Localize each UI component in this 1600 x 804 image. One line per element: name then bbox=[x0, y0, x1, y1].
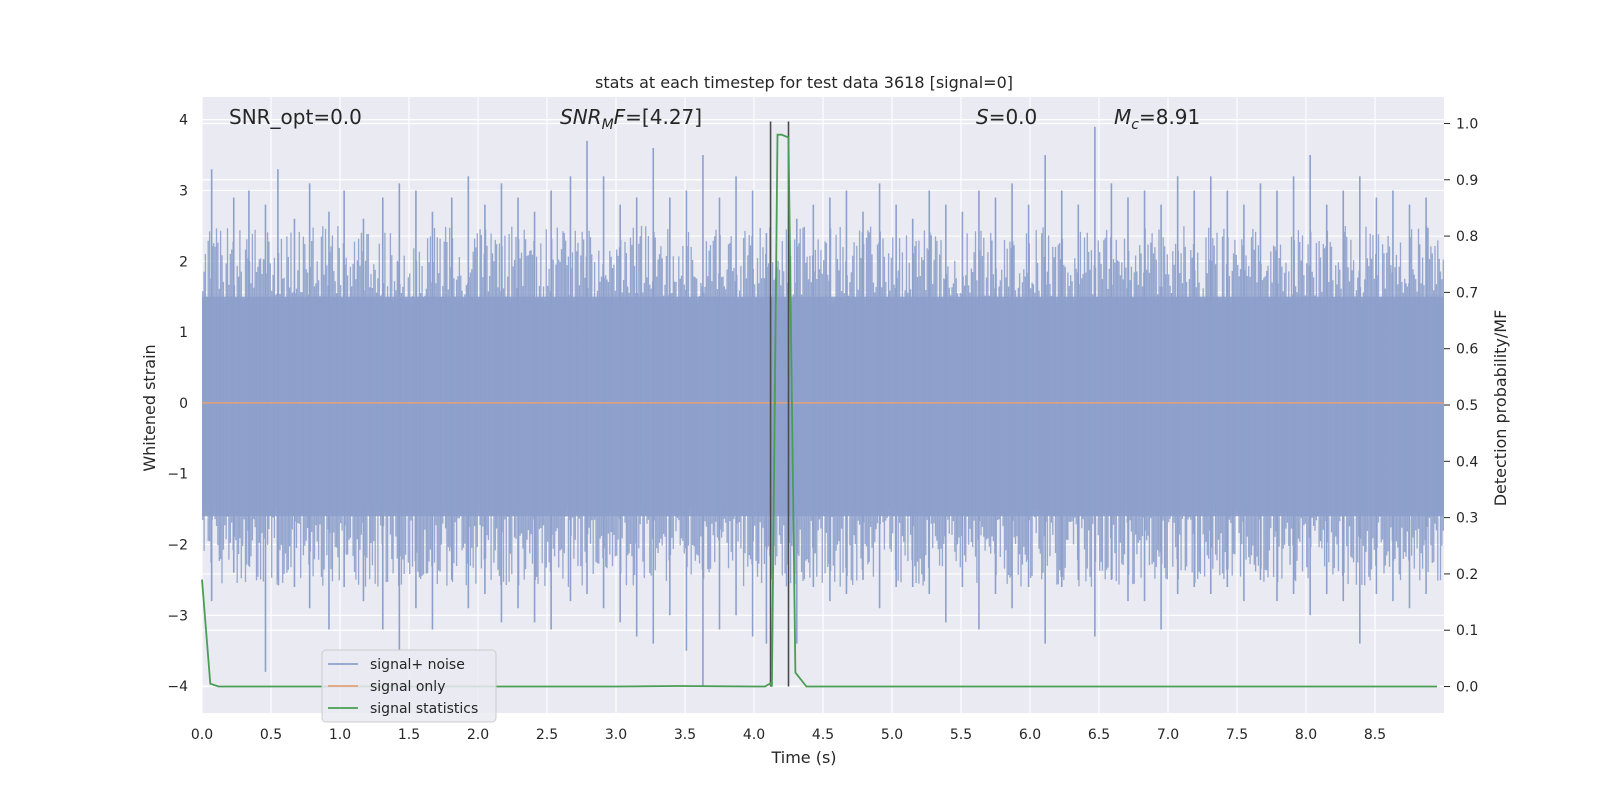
noise-core-band bbox=[202, 296, 1444, 517]
x-tick-label: 0.0 bbox=[191, 727, 213, 743]
legend-label: signal+ noise bbox=[370, 657, 465, 673]
y-tick-label-right: 0.8 bbox=[1456, 229, 1478, 245]
signal-statistics-line bbox=[201, 133, 1438, 688]
y-tick-label-right: 1.0 bbox=[1456, 116, 1478, 132]
y-tick-label-right: 0.0 bbox=[1456, 680, 1478, 696]
y-tick-label-right: 0.7 bbox=[1456, 285, 1478, 301]
x-tick-label: 5.0 bbox=[881, 727, 903, 743]
x-tick-label: 6.0 bbox=[1019, 727, 1041, 743]
y-tick-label-left: 3 bbox=[179, 183, 188, 199]
annotation-s: S=0.0 bbox=[976, 105, 1037, 129]
y-tick-label-right: 0.2 bbox=[1456, 567, 1478, 583]
y-tick-label-right: 0.4 bbox=[1456, 454, 1478, 470]
annotation-mc: Mc=8.91 bbox=[1114, 105, 1200, 133]
x-tick-label: 6.5 bbox=[1088, 727, 1110, 743]
annotation-snr-mf: SNRMF=[4.27] bbox=[560, 105, 702, 133]
x-tick-label: 1.5 bbox=[398, 727, 420, 743]
x-tick-label: 2.0 bbox=[467, 727, 489, 743]
y-tick-label-left: 4 bbox=[179, 113, 188, 129]
x-tick-label: 3.5 bbox=[674, 727, 696, 743]
y-tick-label-right: 0.1 bbox=[1456, 623, 1478, 639]
legend-label: signal only bbox=[370, 679, 445, 695]
annotation-snr-mf-rest: F=[4.27] bbox=[614, 105, 702, 129]
y-tick-label-left: −1 bbox=[167, 467, 188, 483]
y-tick-label-left: 0 bbox=[179, 396, 188, 412]
x-tick-label: 0.5 bbox=[260, 727, 282, 743]
y-tick-label-left: −4 bbox=[167, 679, 188, 695]
y-tick-label-left: −3 bbox=[167, 608, 188, 624]
x-tick-label: 7.5 bbox=[1226, 727, 1248, 743]
x-tick-label: 4.5 bbox=[812, 727, 834, 743]
x-tick-label: 7.0 bbox=[1157, 727, 1179, 743]
y-tick-label-right: 0.6 bbox=[1456, 342, 1478, 358]
x-tick-label: 1.0 bbox=[329, 727, 351, 743]
y-tick-label-left: 2 bbox=[179, 254, 188, 270]
chart-title: stats at each timestep for test data 361… bbox=[595, 73, 1013, 92]
y-tick-label-right: 0.3 bbox=[1456, 511, 1478, 527]
annotation-snr-mf-sub: M bbox=[602, 117, 614, 133]
x-tick-label: 8.5 bbox=[1364, 727, 1386, 743]
x-tick-label: 2.5 bbox=[536, 727, 558, 743]
annotation-snr-opt: SNR_opt=0.0 bbox=[229, 105, 362, 129]
x-tick-label: 8.0 bbox=[1295, 727, 1317, 743]
x-tick-label: 5.5 bbox=[950, 727, 972, 743]
x-tick-label: 4.0 bbox=[743, 727, 765, 743]
y-axis-label-left: Whitened strain bbox=[140, 344, 159, 471]
legend-label: signal statistics bbox=[370, 701, 478, 717]
x-axis-label: Time (s) bbox=[770, 748, 836, 767]
x-tick-label: 3.0 bbox=[605, 727, 627, 743]
legend-box bbox=[321, 649, 497, 723]
y-tick-label-left: −2 bbox=[167, 537, 188, 553]
annotation-snr-mf-base: SNR bbox=[560, 105, 602, 129]
y-tick-label-right: 0.5 bbox=[1456, 398, 1478, 414]
y-axis-label-right: Detection probability/MF bbox=[1491, 310, 1510, 507]
y-tick-label-left: 1 bbox=[179, 325, 188, 341]
y-tick-label-right: 0.9 bbox=[1456, 173, 1478, 189]
